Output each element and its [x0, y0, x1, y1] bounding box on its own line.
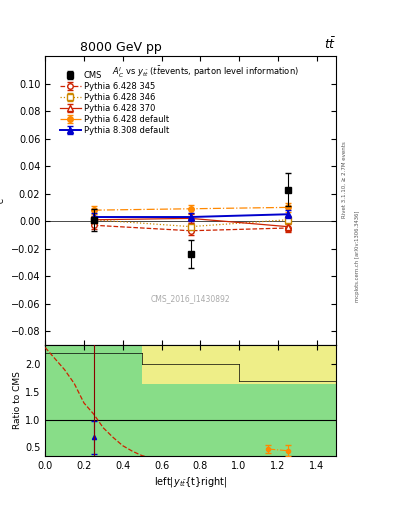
- Text: 8000 GeV pp: 8000 GeV pp: [80, 41, 162, 54]
- Text: $A_C^l$ vs $y_{t\bar{t}}$ ($t\bar{t}$events, parton level information): $A_C^l$ vs $y_{t\bar{t}}$ ($t\bar{t}$eve…: [112, 65, 299, 80]
- Y-axis label: Ratio to CMS: Ratio to CMS: [13, 371, 22, 429]
- Y-axis label: $A_C^{lep}$: $A_C^{lep}$: [0, 189, 8, 212]
- Text: Rivet 3.1.10, ≥ 2.7M events: Rivet 3.1.10, ≥ 2.7M events: [342, 141, 346, 218]
- Legend: CMS, Pythia 6.428 345, Pythia 6.428 346, Pythia 6.428 370, Pythia 6.428 default,: CMS, Pythia 6.428 345, Pythia 6.428 346,…: [58, 69, 171, 137]
- Text: mcplots.cern.ch [arXiv:1306.3436]: mcplots.cern.ch [arXiv:1306.3436]: [355, 210, 360, 302]
- Text: $t\bar{t}$: $t\bar{t}$: [324, 36, 336, 52]
- X-axis label: left|$y_{t\bar{t}}${t}right|: left|$y_{t\bar{t}}${t}right|: [154, 475, 228, 489]
- Text: CMS_2016_I1430892: CMS_2016_I1430892: [151, 294, 230, 303]
